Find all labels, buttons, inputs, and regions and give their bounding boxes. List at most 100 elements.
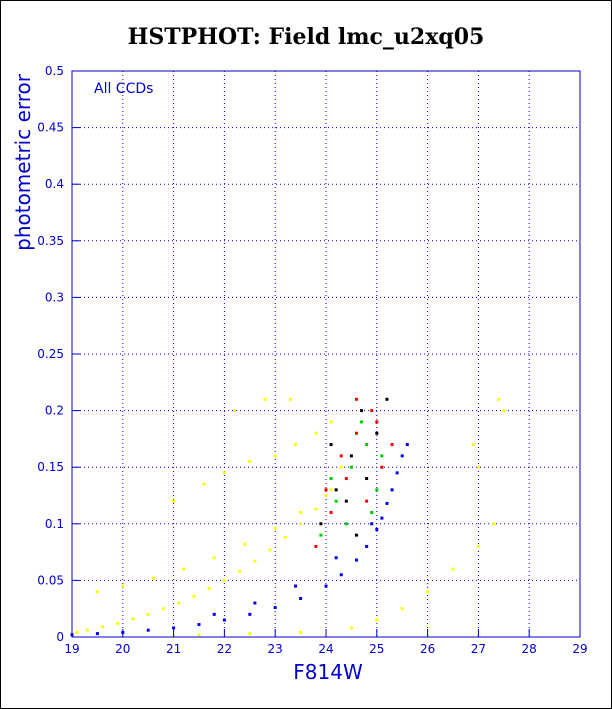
y-tick-label: 0.5	[45, 64, 64, 78]
data-point-green	[365, 443, 369, 447]
data-point-blue	[405, 443, 409, 447]
data-point-yellow	[243, 542, 247, 546]
data-point-green	[319, 533, 323, 537]
data-point-yellow	[222, 471, 226, 475]
data-point-green	[329, 477, 333, 481]
data-point-yellow	[116, 621, 120, 625]
data-point-black	[349, 454, 353, 458]
data-point-black	[334, 488, 338, 492]
data-point-blue	[375, 527, 379, 531]
data-point-yellow	[202, 482, 206, 486]
data-point-red	[354, 397, 358, 401]
data-point-yellow	[375, 618, 379, 622]
x-tick-label: 24	[318, 642, 333, 656]
data-point-yellow	[471, 443, 475, 447]
data-point-blue	[324, 584, 328, 588]
data-point-blue	[380, 516, 384, 520]
annotation-all-ccds: All CCDs	[94, 81, 153, 97]
x-tick-label: 26	[420, 642, 435, 656]
x-tick-label: 21	[166, 642, 181, 656]
data-point-green	[360, 420, 364, 424]
data-point-blue	[253, 601, 257, 605]
data-point-yellow	[100, 625, 104, 629]
data-point-green	[349, 465, 353, 469]
y-tick-label: 0.35	[37, 234, 64, 248]
data-point-yellow	[95, 590, 99, 594]
data-point-blue	[197, 623, 201, 627]
data-point-blue	[334, 556, 338, 560]
data-point-yellow	[502, 409, 506, 413]
data-point-black	[385, 397, 389, 401]
data-point-green	[370, 510, 374, 514]
data-point-black	[344, 499, 348, 503]
data-point-yellow	[177, 601, 181, 605]
data-point-yellow	[85, 628, 89, 632]
data-point-blue	[146, 628, 150, 632]
y-tick-label: 0.25	[37, 347, 64, 361]
data-point-yellow	[268, 548, 272, 552]
data-point-yellow	[161, 607, 165, 611]
data-point-blue	[222, 618, 226, 622]
y-tick-label: 0.3	[45, 290, 64, 304]
data-point-green	[380, 454, 384, 458]
data-point-blue	[212, 612, 216, 616]
data-point-yellow	[294, 443, 298, 447]
data-point-yellow	[222, 578, 226, 582]
data-point-yellow	[197, 633, 201, 637]
data-point-red	[380, 465, 384, 469]
data-point-yellow	[146, 612, 150, 616]
data-point-yellow	[283, 535, 287, 539]
data-point-red	[329, 510, 333, 514]
data-point-yellow	[400, 607, 404, 611]
data-point-blue	[395, 471, 399, 475]
data-point-blue	[248, 612, 252, 616]
x-tick-label: 29	[572, 642, 587, 656]
data-point-red	[370, 409, 374, 413]
x-tick-label: 22	[217, 642, 232, 656]
data-point-yellow	[172, 499, 176, 503]
data-point-yellow	[299, 630, 303, 634]
data-point-yellow	[324, 494, 328, 497]
x-tick-label: 23	[268, 642, 283, 656]
x-tick-label: 25	[369, 642, 384, 656]
data-point-yellow	[329, 488, 333, 492]
y-tick-label: 0.05	[37, 573, 64, 587]
data-point-yellow	[75, 630, 79, 634]
data-point-black	[375, 431, 379, 435]
y-tick-label: 0.4	[45, 177, 64, 191]
x-tick-label: 19	[64, 642, 79, 656]
data-point-blue	[390, 488, 394, 492]
data-point-yellow	[273, 454, 277, 458]
x-tick-label: 27	[471, 642, 486, 656]
data-point-blue	[400, 454, 404, 458]
data-point-yellow	[426, 590, 430, 594]
data-point-yellow	[476, 465, 480, 469]
data-point-black	[354, 533, 358, 537]
data-point-red	[339, 454, 343, 458]
data-point-yellow	[476, 544, 480, 548]
data-point-red	[375, 420, 379, 424]
x-tick-label: 28	[522, 642, 537, 656]
data-point-green	[344, 522, 348, 526]
data-point-black	[329, 443, 333, 447]
data-point-red	[354, 431, 358, 435]
data-point-yellow	[151, 576, 155, 580]
data-point-yellow	[248, 632, 252, 636]
data-point-yellow	[339, 465, 343, 469]
data-point-yellow	[451, 567, 455, 571]
x-tick-label: 20	[115, 642, 130, 656]
y-tick-label: 0.2	[45, 404, 64, 418]
y-tick-label: 0	[56, 630, 64, 644]
data-point-blue	[95, 632, 99, 636]
data-point-blue	[294, 584, 298, 588]
data-point-yellow	[131, 617, 135, 621]
data-point-black	[365, 477, 369, 481]
data-point-yellow	[253, 559, 257, 563]
y-tick-label: 0.15	[37, 460, 64, 474]
data-point-red	[324, 488, 328, 492]
y-axis-label: photometric error	[11, 73, 35, 251]
data-point-yellow	[299, 510, 303, 514]
x-axis-label: F814W	[293, 660, 363, 684]
data-point-red	[365, 499, 369, 503]
